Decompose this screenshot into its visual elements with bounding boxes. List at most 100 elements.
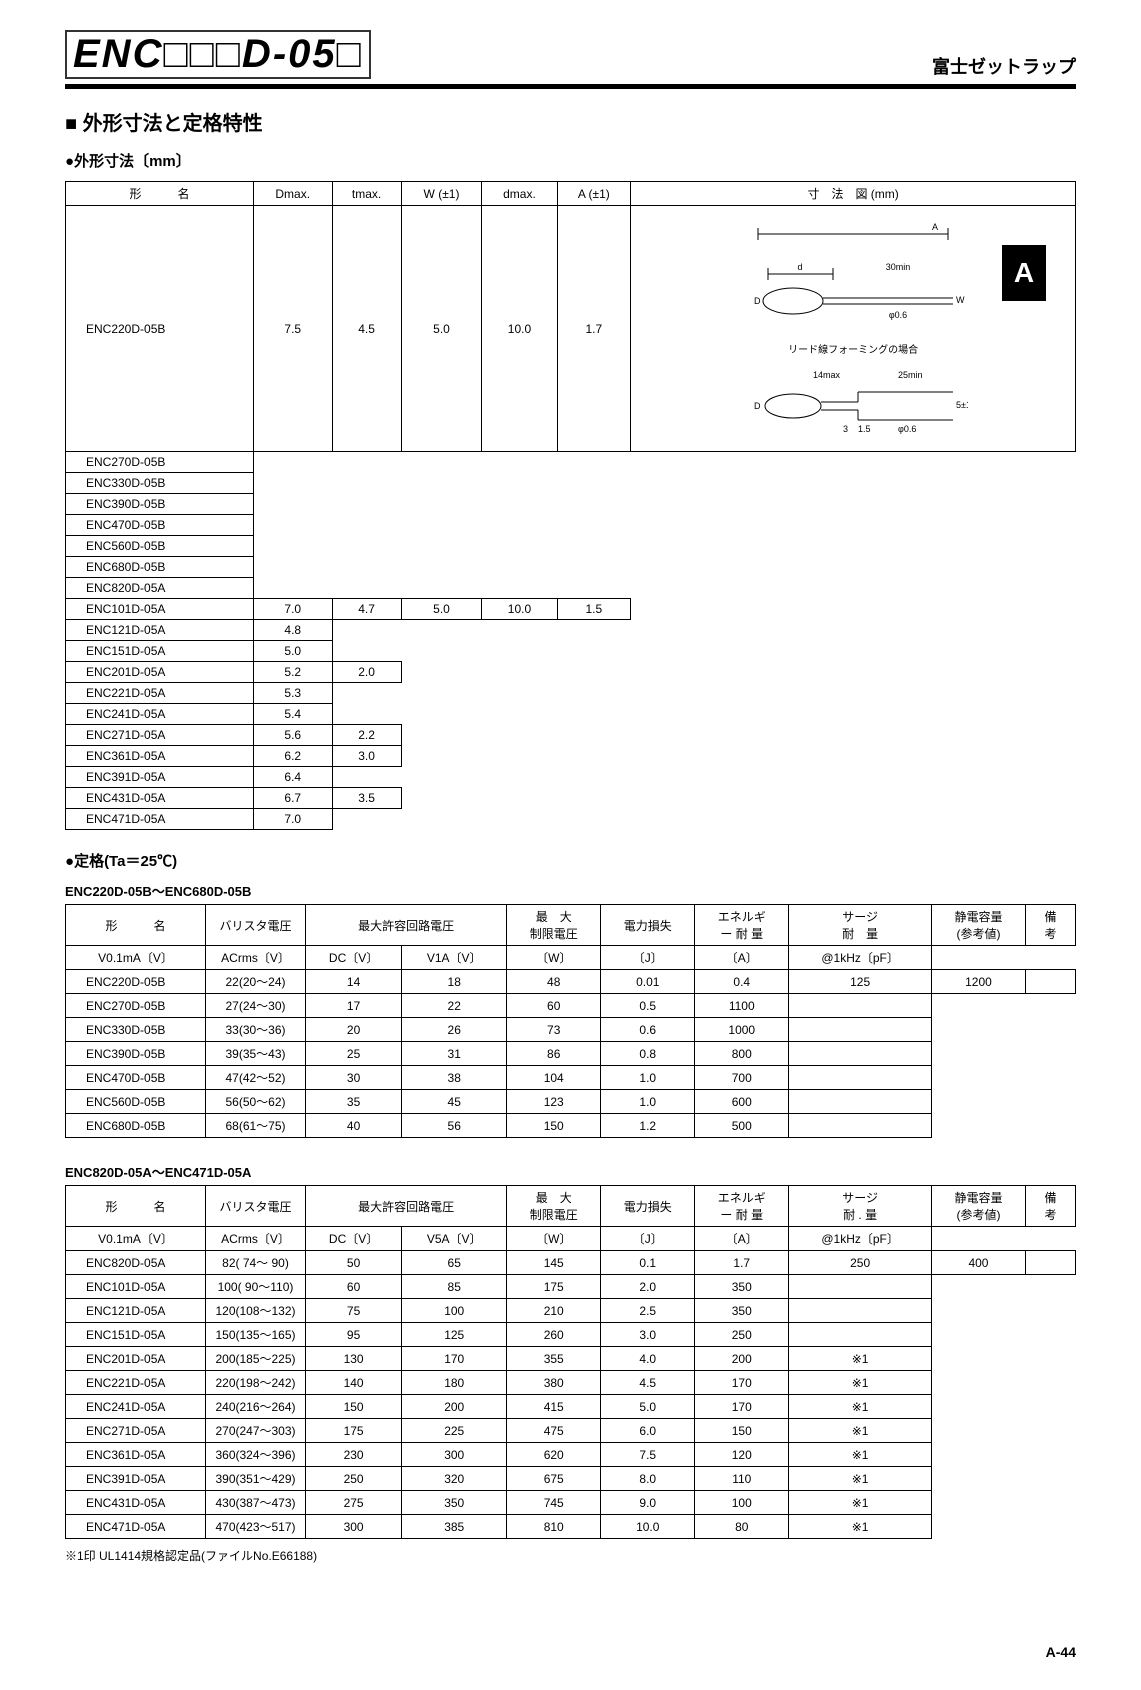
varistor-v: 150(135～165) [206,1323,306,1347]
dc-v: 200 [402,1395,507,1419]
table-row: ENC151D-05A150(135～165)951252603.0250 [66,1323,1076,1347]
table-row: ENC201D-05A5.22.0 [66,662,1076,683]
col-header: 電力損失 [601,905,695,946]
a-cell: 2.0 [332,662,401,683]
capacitance: 800 [695,1042,789,1066]
vmax: 150 [507,1114,601,1138]
table-row: ENC470D-05B47(42～52)30381041.0700 [66,1066,1076,1090]
svg-text:25min: 25min [898,370,923,380]
capacitance: 80 [695,1515,789,1539]
table-row: ENC101D-05A100( 90～110)60851752.0350 [66,1275,1076,1299]
svg-text:1.5: 1.5 [858,424,871,434]
model-name: ENC431D-05A [66,788,254,809]
ac-v: 40 [306,1114,402,1138]
note: ※1 [789,1347,932,1371]
capacitance: 200 [695,1347,789,1371]
tmax-cell: 4.8 [253,620,332,641]
energy: 1.2 [601,1114,695,1138]
col-header: 最 大 制限電圧 [507,905,601,946]
col-header: 静電容量 (参考値) [931,1186,1025,1227]
col-subheader: V0.1mA〔V〕 [66,946,206,970]
note [789,1275,932,1299]
tmax-cell: 6.4 [253,767,332,788]
brand-label: 富士ゼットラップ [932,53,1076,79]
tmax-cell: 5.2 [253,662,332,683]
dim-col-header: W (±1) [401,182,482,206]
model-name: ENC330D-05B [66,473,254,494]
varistor-v: 100( 90～110) [206,1275,306,1299]
col-subheader: 〔A〕 [695,946,789,970]
ac-v: 150 [306,1395,402,1419]
section-title: 外形寸法と定格特性 [65,107,1076,136]
energy: 5.0 [601,1395,695,1419]
svg-text:d: d [798,262,803,272]
diagram-top: A d 30min D φ0.6 W [738,216,968,331]
capacitance: 700 [695,1066,789,1090]
col-header: 形 名 [66,905,206,946]
surge: 125 [789,970,932,994]
energy: 2.5 [601,1299,695,1323]
subsection-dimensions: 外形寸法〔mm〕 [65,150,1076,171]
ac-v: 175 [306,1419,402,1443]
capacitance: 500 [695,1114,789,1138]
model-name: ENC361D-05A [66,746,254,767]
dc-v: 225 [402,1419,507,1443]
col-header: 最 大 制限電圧 [507,1186,601,1227]
model-name: ENC470D-05B [66,515,254,536]
energy: 1.0 [601,1066,695,1090]
svg-text:3: 3 [843,424,848,434]
page-number: A-44 [65,1644,1076,1660]
col-header: 備 考 [1026,1186,1076,1227]
svg-text:W: W [956,295,965,305]
surge: 250 [789,1251,932,1275]
dim-col-header: 寸 法 図 (mm) [631,182,1076,206]
table-row: ENC391D-05A6.4 [66,767,1076,788]
table-row: ENC820D-05A [66,578,1076,599]
diagram-bottom: 14max 25min D 3 1.5 φ0.6 5±1 [738,366,968,441]
varistor-v: 390(351～429) [206,1467,306,1491]
table-row: ENC270D-05B27(24～30)1722600.51100 [66,994,1076,1018]
model-name: ENC560D-05B [66,1090,206,1114]
vmax: 123 [507,1090,601,1114]
capacitance: 120 [695,1443,789,1467]
model-name: ENC560D-05B [66,536,254,557]
model-name: ENC151D-05A [66,641,254,662]
diagram-caption: リード線フォーミングの場合 [788,341,918,356]
svg-text:30min: 30min [886,262,911,272]
capacitance: 1100 [695,994,789,1018]
table-row: ENC221D-05A5.3 [66,683,1076,704]
capacitance: 170 [695,1371,789,1395]
varistor-v: 39(35～43) [206,1042,306,1066]
ac-v: 20 [306,1018,402,1042]
table-row: ENC390D-05B [66,494,1076,515]
tmax-cell: 5.0 [253,641,332,662]
table-row: ENC220D-05B22(20～24)1418480.010.41251200 [66,970,1076,994]
model-name: ENC820D-05A [66,1251,206,1275]
table-row: ENC271D-05A270(247～303)1752254756.0150※1 [66,1419,1076,1443]
table-row: ENC431D-05A430(387～473)2753507459.0100※1 [66,1491,1076,1515]
dim-col-header: 形 名 [66,182,254,206]
energy: 3.0 [601,1323,695,1347]
capacitance: 350 [695,1275,789,1299]
table-row: ENC560D-05B56(50～62)35451231.0600 [66,1090,1076,1114]
note [789,1018,932,1042]
model-name: ENC471D-05A [66,809,254,830]
table-row: ENC471D-05A7.0 [66,809,1076,830]
col-subheader: V5A〔V〕 [402,1227,507,1251]
vmax: 745 [507,1491,601,1515]
model-name: ENC270D-05B [66,994,206,1018]
model-name: ENC201D-05A [66,662,254,683]
col-subheader: @1kHz〔pF〕 [789,946,932,970]
table-row: ENC330D-05B [66,473,1076,494]
varistor-v: 47(42～52) [206,1066,306,1090]
table-row: ENC391D-05A390(351～429)2503206758.0110※1 [66,1467,1076,1491]
model-name: ENC221D-05A [66,683,254,704]
dmax-cell: 7.0 [253,599,332,620]
ratings-table1-label: ENC220D-05B～ENC680D-05B [65,881,1076,900]
varistor-v: 56(50～62) [206,1090,306,1114]
tmax-cell: 5.6 [253,725,332,746]
varistor-v: 33(30～36) [206,1018,306,1042]
table-row: ENC361D-05A360(324～396)2303006207.5120※1 [66,1443,1076,1467]
col-subheader: 〔W〕 [507,1227,601,1251]
table-row: ENC221D-05A220(198～242)1401803804.5170※1 [66,1371,1076,1395]
